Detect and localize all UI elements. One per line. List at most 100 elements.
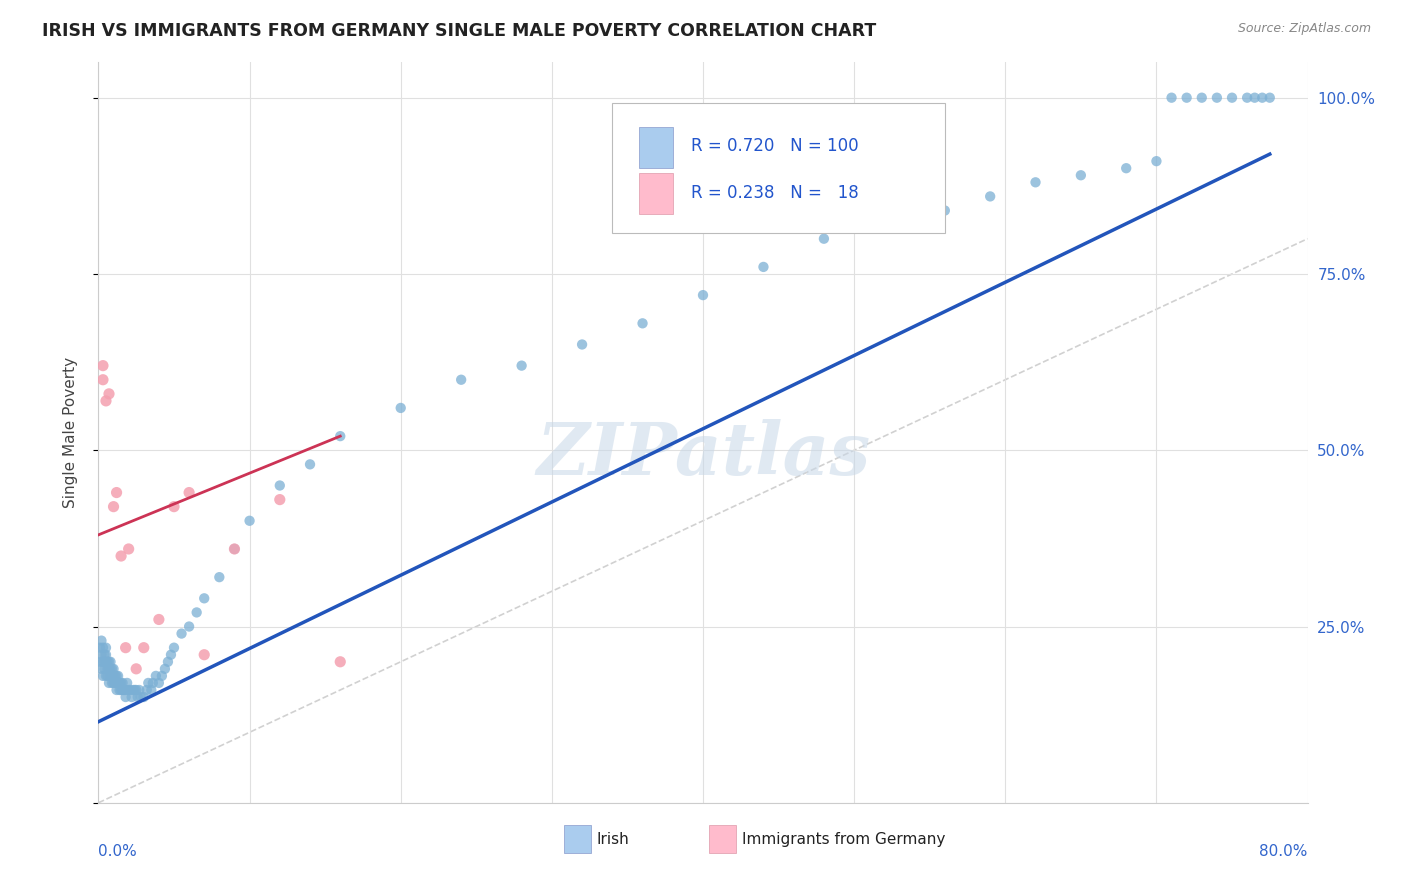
Point [129,690,152,704]
Point [89,640,111,655]
Point [156,655,179,669]
Point [111,683,134,698]
Point [94,640,117,655]
Point [1206,91,1229,105]
Point [110,683,132,698]
Point [120,683,142,698]
Point [94,655,117,669]
Point [107,669,129,683]
Point [224,541,246,556]
Point [934,203,956,218]
Point [122,683,145,698]
Point [91,373,114,387]
Point [114,683,136,698]
Point [1024,175,1046,189]
Point [1236,91,1258,105]
Point [179,619,201,633]
Text: R = 0.720   N = 100: R = 0.720 N = 100 [690,137,859,155]
Point [98,387,121,401]
Point [105,669,128,683]
Text: ZIPatlas: ZIPatlas [536,419,870,491]
Point [107,676,129,690]
Point [127,690,149,704]
Point [1160,91,1182,105]
Point [101,676,124,690]
Point [150,669,173,683]
Point [692,288,714,302]
Point [112,683,135,698]
FancyBboxPatch shape [709,825,735,853]
Point [136,676,159,690]
Point [752,260,775,274]
Text: Irish: Irish [596,831,630,847]
Point [96,669,118,683]
Point [90,662,112,676]
Point [631,316,654,330]
Point [128,683,150,698]
Point [104,676,127,690]
Point [979,189,1001,203]
Point [91,640,114,655]
Point [269,492,291,507]
Point [114,640,136,655]
Text: 0.0%: 0.0% [98,844,138,858]
Point [91,359,114,373]
Point [179,485,201,500]
Point [132,690,155,704]
Point [125,662,148,676]
Point [571,337,593,351]
Point [108,683,131,698]
FancyBboxPatch shape [638,173,673,214]
Point [105,485,128,500]
Y-axis label: Single Male Poverty: Single Male Poverty [63,357,77,508]
Point [142,676,165,690]
Point [193,591,215,606]
Text: Source: ZipAtlas.com: Source: ZipAtlas.com [1237,22,1371,36]
Point [1243,91,1265,105]
Point [170,626,193,640]
Point [186,606,208,620]
Point [148,612,170,626]
Point [91,669,114,683]
Point [121,690,143,704]
Point [94,393,117,408]
Point [90,633,112,648]
Point [1251,91,1274,105]
Point [873,218,896,232]
Point [160,648,183,662]
Text: 80.0%: 80.0% [1260,844,1308,858]
Point [108,676,131,690]
Point [329,429,352,443]
Point [115,676,138,690]
Point [101,662,124,676]
Point [105,683,128,698]
FancyBboxPatch shape [613,103,945,233]
Point [269,478,291,492]
Point [103,662,125,676]
Point [1175,91,1198,105]
Point [98,655,121,669]
Point [104,669,127,683]
Point [114,690,136,704]
Point [163,500,186,514]
Point [110,676,132,690]
Point [98,662,121,676]
Point [90,648,112,662]
Point [93,648,115,662]
FancyBboxPatch shape [638,127,673,168]
Point [208,570,231,584]
Point [89,655,111,669]
Text: Immigrants from Germany: Immigrants from Germany [742,831,945,847]
Point [329,655,352,669]
Point [239,514,262,528]
Point [124,683,146,698]
Point [148,676,170,690]
Point [813,232,835,246]
Point [100,662,122,676]
Point [91,655,114,669]
Point [96,655,118,669]
Point [94,669,117,683]
Point [224,541,246,556]
Point [1115,161,1137,176]
Point [110,549,132,563]
